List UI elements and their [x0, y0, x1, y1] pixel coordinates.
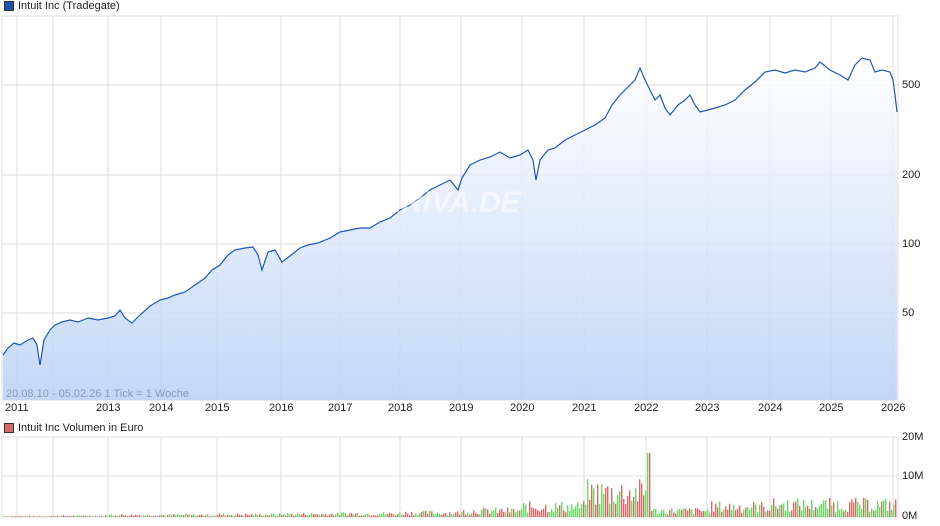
- x-tick: 2016: [269, 402, 294, 414]
- price-legend: Intuit Inc (Tradegate): [4, 0, 120, 12]
- x-tick: 2020: [510, 402, 535, 414]
- x-tick: 2023: [695, 402, 720, 414]
- volume-legend-swatch: [4, 423, 14, 433]
- volume-bars: [3, 453, 897, 518]
- vol-tick-20m: 20M: [902, 431, 924, 443]
- x-tick: 2024: [758, 402, 783, 414]
- price-legend-swatch: [4, 1, 14, 11]
- vol-tick-10m: 10M: [902, 470, 924, 482]
- volume-legend: Intuit Inc Volumen in Euro: [4, 422, 143, 434]
- x-tick: 2018: [388, 402, 413, 414]
- vol-tick-0m: 0M: [902, 510, 918, 522]
- x-tick: 2021: [572, 402, 597, 414]
- y-tick-500: 500: [902, 79, 921, 91]
- y-tick-50: 50: [902, 307, 915, 319]
- x-tick: 2014: [149, 402, 174, 414]
- x-tick: 2015: [205, 402, 230, 414]
- x-tick: 2017: [328, 402, 353, 414]
- x-tick: 2025: [819, 402, 844, 414]
- volume-gridlines: [2, 437, 898, 517]
- date-range-label: 20.08.10 - 05.02.26 1 Tick = 1 Woche: [6, 388, 189, 400]
- x-tick: 2013: [96, 402, 121, 414]
- x-tick: 2026: [881, 402, 906, 414]
- y-tick-100: 100: [902, 238, 921, 250]
- x-tick: 2019: [449, 402, 474, 414]
- price-area: [3, 58, 897, 400]
- y-tick-200: 200: [902, 169, 921, 181]
- watermark: ARIVA.DE: [378, 186, 521, 219]
- price-line: [2, 57, 898, 366]
- x-tick: 2011: [5, 402, 29, 414]
- x-tick: 2022: [634, 402, 659, 414]
- volume-plot-area: [1, 436, 899, 518]
- price-legend-label: Intuit Inc (Tradegate): [18, 0, 120, 12]
- volume-legend-label: Intuit Inc Volumen in Euro: [18, 422, 144, 434]
